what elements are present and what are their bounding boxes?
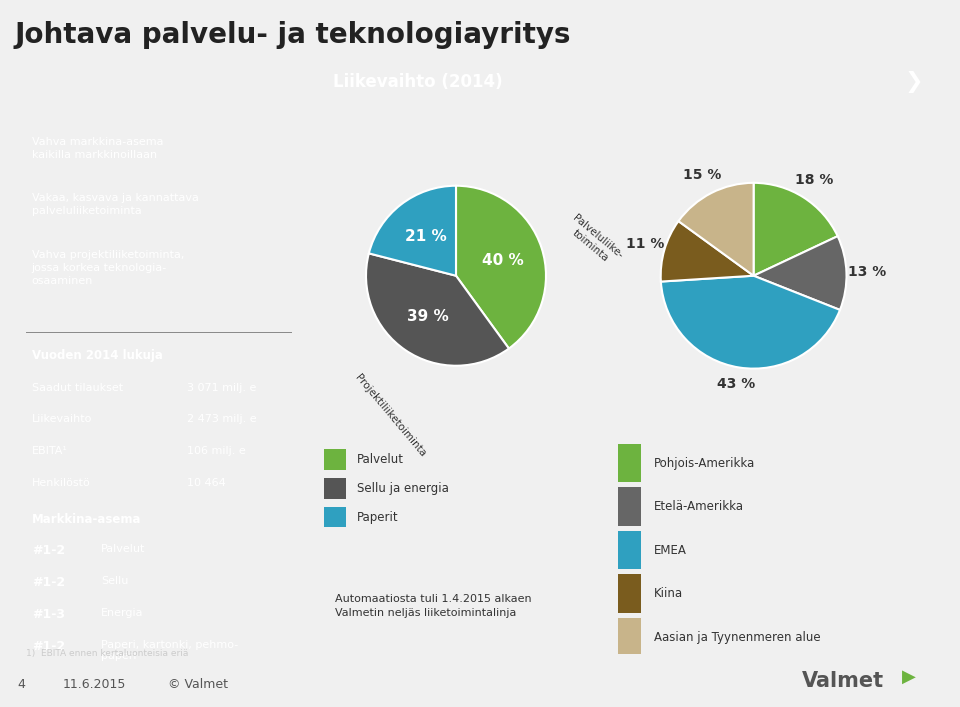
- Text: Aasian ja Tyynenmeren alue: Aasian ja Tyynenmeren alue: [654, 631, 821, 643]
- Bar: [617, 444, 641, 482]
- Text: Automaatiosta tuli 1.4.2015 alkaen
Valmetin neljäs liiketoimintalinja: Automaatiosta tuli 1.4.2015 alkaen Valme…: [335, 594, 532, 618]
- Text: Markkina-asema: Markkina-asema: [32, 513, 141, 525]
- Text: Palveluliike-
toiminta: Palveluliike- toiminta: [563, 213, 624, 269]
- Text: Johtava palvelu- ja teknologiayritys: Johtava palvelu- ja teknologiayritys: [14, 21, 571, 49]
- Text: 18 %: 18 %: [795, 173, 833, 187]
- Text: #1-2: #1-2: [32, 544, 65, 557]
- Text: 4: 4: [17, 679, 25, 691]
- Bar: [617, 531, 641, 569]
- Wedge shape: [366, 253, 509, 366]
- Text: EBITA¹: EBITA¹: [32, 446, 67, 456]
- Text: Palvelut: Palvelut: [101, 544, 145, 554]
- Text: ❯: ❯: [905, 71, 924, 93]
- Text: Liikevaihto (2014): Liikevaihto (2014): [332, 73, 502, 91]
- Text: 11 %: 11 %: [626, 237, 664, 251]
- Text: #1-3: #1-3: [32, 608, 64, 621]
- Bar: [324, 478, 346, 499]
- Text: #1-2: #1-2: [32, 640, 65, 653]
- Wedge shape: [369, 186, 456, 276]
- Text: Vakaa, kasvava ja kannattava
palveluliiketoiminta: Vakaa, kasvava ja kannattava palveluliik…: [32, 193, 199, 216]
- Text: Sellu: Sellu: [101, 576, 129, 586]
- Text: 15 %: 15 %: [683, 168, 721, 182]
- Text: Paperi, kartonki, pehmo-
paperi: Paperi, kartonki, pehmo- paperi: [101, 640, 238, 661]
- Text: EMEA: EMEA: [654, 544, 687, 556]
- Bar: [617, 488, 641, 526]
- Text: Vahva projektiliiketoiminta,
jossa korkea teknologia-
osaaminen: Vahva projektiliiketoiminta, jossa korke…: [32, 250, 184, 286]
- Text: Saadut tilaukset: Saadut tilaukset: [32, 382, 123, 392]
- Bar: [324, 507, 346, 528]
- Text: 2 473 milj. e: 2 473 milj. e: [187, 414, 257, 424]
- Text: 40 %: 40 %: [482, 253, 524, 268]
- Text: Paperit: Paperit: [356, 511, 398, 525]
- Text: 39 %: 39 %: [407, 309, 449, 325]
- Text: 106 milj. e: 106 milj. e: [187, 446, 246, 456]
- Text: 10 464: 10 464: [187, 478, 226, 488]
- Text: Liikevaihto: Liikevaihto: [32, 414, 92, 424]
- Wedge shape: [679, 183, 754, 276]
- Text: Palvelut: Palvelut: [356, 452, 403, 466]
- Text: Vuoden 2014 lukuja: Vuoden 2014 lukuja: [32, 349, 162, 362]
- Bar: [617, 574, 641, 612]
- Text: 43 %: 43 %: [717, 377, 756, 391]
- Wedge shape: [456, 186, 546, 349]
- Wedge shape: [754, 183, 838, 276]
- Wedge shape: [754, 236, 847, 310]
- Wedge shape: [660, 276, 840, 368]
- Text: 11.6.2015: 11.6.2015: [62, 679, 126, 691]
- Text: Projektiliiketoiminta: Projektiliiketoiminta: [353, 373, 427, 459]
- Text: Energia: Energia: [101, 608, 143, 618]
- Text: 21 %: 21 %: [405, 229, 446, 244]
- Wedge shape: [660, 221, 754, 281]
- Text: Henkilöstö: Henkilöstö: [32, 478, 90, 488]
- Text: Valmet: Valmet: [802, 672, 884, 691]
- Text: Kiina: Kiina: [654, 587, 684, 600]
- Text: Etelä-Amerikka: Etelä-Amerikka: [654, 500, 744, 513]
- Text: Sellu ja energia: Sellu ja energia: [356, 482, 448, 495]
- Text: © Valmet: © Valmet: [168, 679, 228, 691]
- Bar: [324, 449, 346, 469]
- Text: 1)  EBITA ennen kertaluonteisia eriä: 1) EBITA ennen kertaluonteisia eriä: [26, 649, 188, 658]
- Text: #1-2: #1-2: [32, 576, 65, 589]
- Text: Pohjois-Amerikka: Pohjois-Amerikka: [654, 457, 756, 469]
- Text: Vahva markkina-asema
kaikilla markkinoillaan: Vahva markkina-asema kaikilla markkinoil…: [32, 136, 163, 160]
- Text: 3 071 milj. e: 3 071 milj. e: [187, 382, 256, 392]
- Bar: [617, 618, 641, 656]
- Text: 13 %: 13 %: [848, 265, 886, 279]
- Text: ▶: ▶: [902, 668, 916, 686]
